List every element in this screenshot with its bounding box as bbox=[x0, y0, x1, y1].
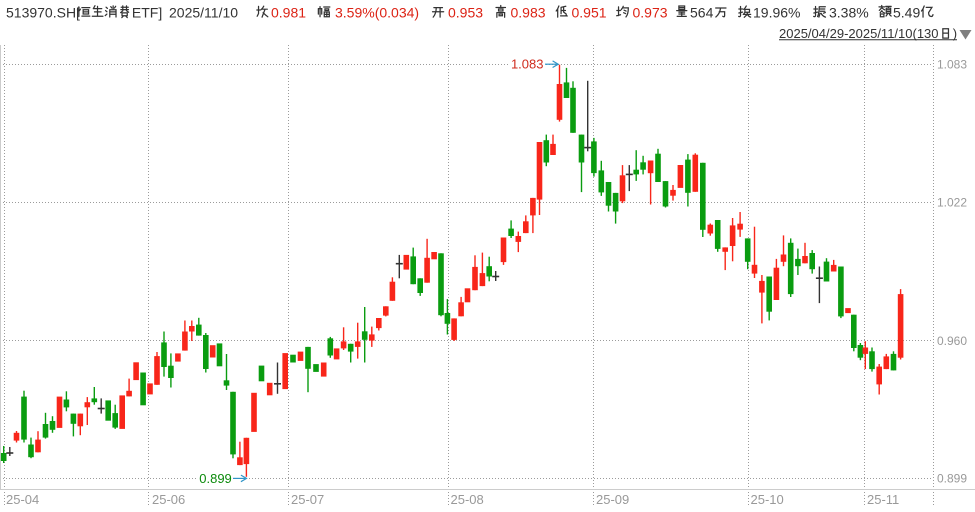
svg-text:25-07: 25-07 bbox=[291, 492, 324, 507]
svg-text:2025/11/10: 2025/11/10 bbox=[169, 5, 238, 21]
svg-text:5.49: 5.49 bbox=[893, 5, 920, 21]
svg-text:564: 564 bbox=[690, 5, 714, 21]
svg-text:19.96%: 19.96% bbox=[753, 5, 800, 21]
svg-text:25-11: 25-11 bbox=[867, 492, 899, 507]
svg-text:0.983: 0.983 bbox=[511, 5, 546, 21]
svg-text:0.960: 0.960 bbox=[937, 334, 967, 348]
svg-text:0.953: 0.953 bbox=[448, 5, 483, 21]
svg-text:25-06: 25-06 bbox=[152, 492, 185, 507]
svg-text:0.899: 0.899 bbox=[199, 471, 232, 486]
svg-text:0.973: 0.973 bbox=[633, 5, 668, 21]
svg-text:3.59%(0.034): 3.59%(0.034) bbox=[335, 5, 419, 21]
svg-text:0.899: 0.899 bbox=[937, 471, 967, 485]
svg-text:25-08: 25-08 bbox=[451, 492, 484, 507]
svg-text:25-10: 25-10 bbox=[751, 492, 784, 507]
svg-text:): ) bbox=[953, 26, 957, 41]
svg-text:25-04: 25-04 bbox=[6, 492, 39, 507]
svg-text:0.981: 0.981 bbox=[271, 5, 306, 21]
svg-text:0.951: 0.951 bbox=[572, 5, 607, 21]
svg-text:1.022: 1.022 bbox=[937, 195, 967, 209]
svg-text:3.38%: 3.38% bbox=[829, 5, 869, 21]
svg-text:1.083: 1.083 bbox=[937, 57, 967, 71]
svg-text:1.083: 1.083 bbox=[511, 57, 544, 72]
svg-text:513970.SH[: 513970.SH[ bbox=[6, 5, 80, 21]
svg-text:2025/04/29-2025/11/10(130: 2025/04/29-2025/11/10(130 bbox=[779, 26, 939, 41]
svg-text:25-09: 25-09 bbox=[596, 492, 629, 507]
svg-text:ETF]: ETF] bbox=[132, 5, 162, 21]
